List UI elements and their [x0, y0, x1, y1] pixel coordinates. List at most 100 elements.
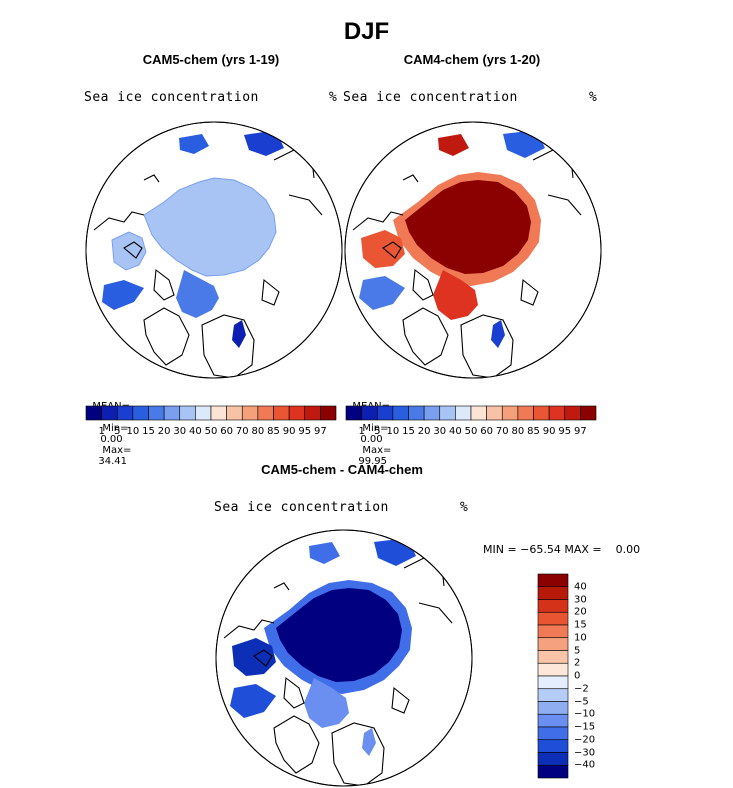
colorbar-tick-label: 2: [574, 657, 581, 669]
min-label: Min=: [362, 423, 389, 434]
colorbar-tick-label: 80: [251, 426, 265, 437]
colorbar-tick-label: 60: [220, 426, 233, 437]
colorbar-tick-label: 5: [374, 426, 381, 437]
panel-2-title: CAM4-chem (yrs 1-20): [403, 52, 541, 67]
colorbar-swatch: [537, 599, 569, 613]
colorbar-swatch: [548, 405, 566, 421]
colorbar-swatch: [537, 650, 569, 664]
colorbar-tick-label: 97: [314, 426, 327, 437]
colorbar-swatch: [455, 405, 472, 421]
colorbar-tick-label: −20: [574, 734, 596, 746]
colorbar-tick-label: 60: [480, 426, 493, 437]
colorbar-swatch: [537, 739, 569, 753]
diff-panel-variable: Sea ice concentration: [214, 500, 389, 515]
colorbar-swatch: [537, 586, 569, 600]
colorbar-swatch: [486, 405, 503, 421]
colorbar-tick-label: −5: [574, 696, 589, 707]
colorbar-swatch: [537, 611, 569, 626]
colorbar-swatch: [537, 662, 569, 677]
colorbar-swatch: [537, 752, 569, 766]
map-cam4-chem: [344, 121, 602, 379]
ice-edge-okhotsk: [438, 134, 469, 156]
colorbar-tick-label: 15: [574, 619, 587, 631]
ice-edge-baltic: [232, 320, 246, 348]
ice-edge-labrador: [102, 280, 144, 310]
colorbar-swatch: [537, 701, 569, 715]
panel-1-unit: %: [329, 90, 338, 105]
colorbar-tick-label: 10: [574, 632, 587, 644]
panel-2-variable: Sea ice concentration: [343, 90, 518, 105]
colorbar-tick-label: 5: [574, 645, 581, 656]
colorbar-tick-label: 30: [173, 426, 187, 437]
colorbar-tick-label: −10: [574, 708, 596, 720]
ice-edge-atlantic: [433, 270, 478, 320]
ice-edge-labrador: [359, 276, 405, 310]
colorbar-tick-label: 0: [574, 670, 581, 682]
colorbar-swatch: [101, 405, 118, 421]
ice-edge-baltic: [491, 320, 505, 348]
colorbar-cam5-ticks: 1 5 10 15 20 30 40 50 60 70 80 85 90 95 97: [86, 426, 336, 440]
colorbar-tick-label: 95: [558, 426, 572, 437]
ice-central-arctic: [405, 180, 531, 274]
colorbar-swatch: [537, 573, 569, 588]
ice-edge-atlantic: [176, 270, 219, 318]
colorbar-tick-label: 10: [386, 426, 400, 437]
colorbar-tick-label: 50: [204, 426, 218, 437]
colorbar-tick-label: 70: [235, 426, 249, 437]
colorbar-swatch: [148, 405, 165, 421]
ice-hudson-bay: [111, 231, 147, 271]
colorbar-tick-label: 5: [114, 426, 121, 437]
colorbar-tick-label: 1: [98, 426, 105, 437]
ice-central-arctic: [143, 177, 277, 277]
colorbar-tick-label: 95: [298, 426, 312, 437]
colorbar-tick-label: 15: [402, 426, 415, 437]
colorbar-tick-label: −40: [574, 759, 596, 771]
colorbar-tick-label: 90: [282, 426, 296, 437]
panel-2-unit: %: [589, 90, 598, 105]
colorbar-tick-label: 20: [157, 426, 171, 437]
ice-edge-okhotsk: [179, 134, 209, 154]
colorbar-tick-label: 30: [574, 594, 587, 605]
panel-1-variable: Sea ice concentration: [84, 90, 259, 105]
diff-panel-unit: %: [460, 500, 469, 515]
colorbar-swatch: [288, 405, 306, 421]
colorbar-swatch: [537, 675, 569, 690]
colorbar-swatch: [85, 405, 102, 421]
colorbar-tick-label: 15: [142, 426, 155, 437]
colorbar-tick-label: −15: [574, 721, 596, 733]
diff-central-arctic: [276, 588, 402, 682]
colorbar-swatch: [537, 637, 569, 651]
colorbar-cam5: [85, 405, 337, 421]
colorbar-swatch: [210, 405, 227, 421]
colorbar-tick-label: −30: [574, 747, 596, 758]
colorbar-swatch: [537, 713, 569, 728]
min-label: Min=: [102, 423, 129, 434]
max-label: Max=: [362, 445, 392, 456]
colorbar-swatch: [257, 405, 274, 421]
colorbar-swatch: [533, 405, 550, 421]
max-label: Max=: [102, 445, 132, 456]
colorbar-tick-label: 40: [574, 581, 587, 593]
colorbar-swatch: [537, 764, 569, 779]
max-value: 99.95: [358, 456, 387, 467]
colorbar-swatch: [537, 726, 569, 741]
max-value: 34.41: [98, 456, 127, 467]
colorbar-swatch: [361, 405, 378, 421]
colorbar-swatch: [470, 405, 487, 421]
diff-panel-title: CAM5-chem - CAM4-chem: [261, 462, 423, 477]
colorbar-swatch: [132, 405, 149, 421]
colorbar-tick-label: 40: [449, 426, 462, 437]
colorbar-swatch: [116, 405, 134, 421]
colorbar-swatch: [304, 405, 321, 421]
colorbar-tick-label: 20: [417, 426, 431, 437]
diff-okhotsk: [309, 542, 340, 564]
colorbar-swatch: [241, 405, 259, 421]
colorbar-swatch: [320, 405, 337, 421]
colorbar-swatch: [501, 405, 519, 421]
min-value: 0.00: [100, 434, 123, 445]
colorbar-swatch: [163, 405, 181, 421]
main-title: DJF: [343, 18, 390, 45]
colorbar-cam4: [345, 405, 597, 421]
colorbar-difference-ticks: 40 30 20 15 10 5 2 0 −2 −5 −10 −15 −20 −30 −40: [574, 574, 614, 778]
colorbar-tick-label: 85: [267, 426, 280, 437]
